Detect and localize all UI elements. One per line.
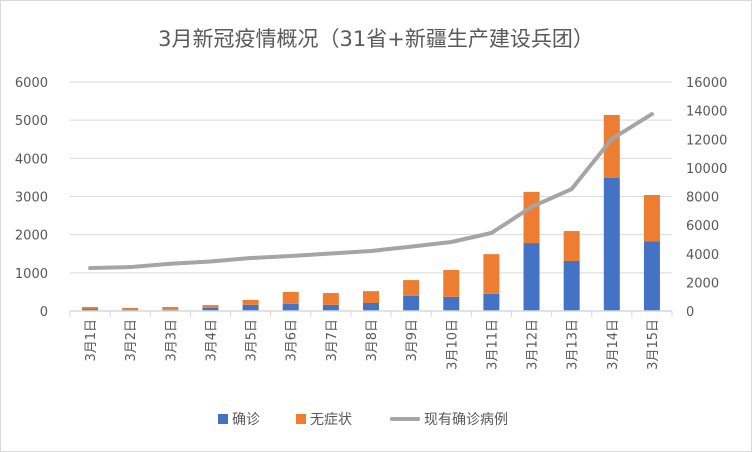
bar-asymptomatic [82,306,99,310]
x-tick-label: 3月7日 [325,319,340,362]
legend-label-confirmed: 确诊 [232,412,260,428]
x-tick-label: 3月3日 [164,319,179,362]
x-tick-label: 3月2日 [124,319,139,362]
bar-confirmed [523,243,540,311]
x-tick-label: 3月9日 [405,319,420,362]
x-tick-label: 3月15日 [646,319,661,370]
bar-confirmed [82,309,99,311]
bar-asymptomatic [162,306,179,310]
bar-confirmed [242,304,259,311]
y-right-tick-label: 10000 [686,162,727,177]
y-right-tick-label: 4000 [686,248,719,263]
x-tick-label: 3月1日 [84,319,99,362]
legend-label-current: 现有确诊病例 [424,412,508,428]
bar-confirmed [363,302,379,311]
y-left-tick-label: 0 [40,305,48,320]
bar-asymptomatic [563,231,580,262]
x-tick-label: 3月6日 [285,319,300,362]
bar-asymptomatic [483,254,500,294]
y-right-tick-label: 14000 [686,105,727,120]
y-right-tick-label: 8000 [686,191,719,206]
y-right-tick-label: 0 [686,305,694,320]
x-tick-label: 3月12日 [526,319,541,370]
bar-confirmed [643,241,660,311]
bar-confirmed [282,303,299,311]
y-right-tick-label: 2000 [686,276,719,291]
bar-confirmed [603,177,620,311]
x-tick-label: 3月4日 [204,319,219,362]
bar-confirmed [443,296,460,311]
bar-asymptomatic [322,293,339,305]
bar-confirmed [563,261,580,311]
bar-confirmed [202,307,219,311]
legend-label-asymptomatic: 无症状 [310,412,352,428]
bar-confirmed [322,304,339,311]
y-left-tick-label: 3000 [15,191,48,206]
bar-asymptomatic [363,291,379,303]
chart-title: 3月新冠疫情概况（31省+新疆生产建设兵团） [158,27,594,51]
bar-asymptomatic [242,299,259,305]
y-left-tick-label: 5000 [15,114,48,129]
x-tick-label: 3月8日 [365,319,380,362]
x-tick-label: 3月13日 [566,319,581,370]
bar-asymptomatic [443,269,460,297]
y-left-tick-label: 1000 [15,267,48,282]
bar-asymptomatic [643,194,660,242]
y-left-tick-label: 4000 [15,152,48,167]
line-current-cases [88,112,654,271]
bar-asymptomatic [403,280,420,296]
legend-swatch-asymptomatic [296,414,306,424]
x-tick-label: 3月14日 [606,319,621,370]
x-tick-label: 3月5日 [245,319,260,362]
bar-asymptomatic [122,307,139,310]
y-left-tick-label: 2000 [15,229,48,244]
x-tick-label: 3月11日 [485,319,500,370]
bar-confirmed [483,293,500,311]
bar-asymptomatic [282,291,299,304]
legend: 确诊 无症状 现有确诊病例 [218,412,508,428]
bar-asymptomatic [603,115,620,178]
y-right-tick-label: 12000 [686,133,727,148]
x-tick-label: 3月10日 [445,319,460,370]
legend-swatch-confirmed [218,414,228,424]
bar-asymptomatic [523,191,540,244]
y-left-tick-label: 6000 [15,76,48,91]
bar-confirmed [403,295,420,311]
y-right-tick-label: 6000 [686,219,719,234]
bar-asymptomatic [202,305,219,308]
y-right-tick-label: 16000 [686,76,727,91]
